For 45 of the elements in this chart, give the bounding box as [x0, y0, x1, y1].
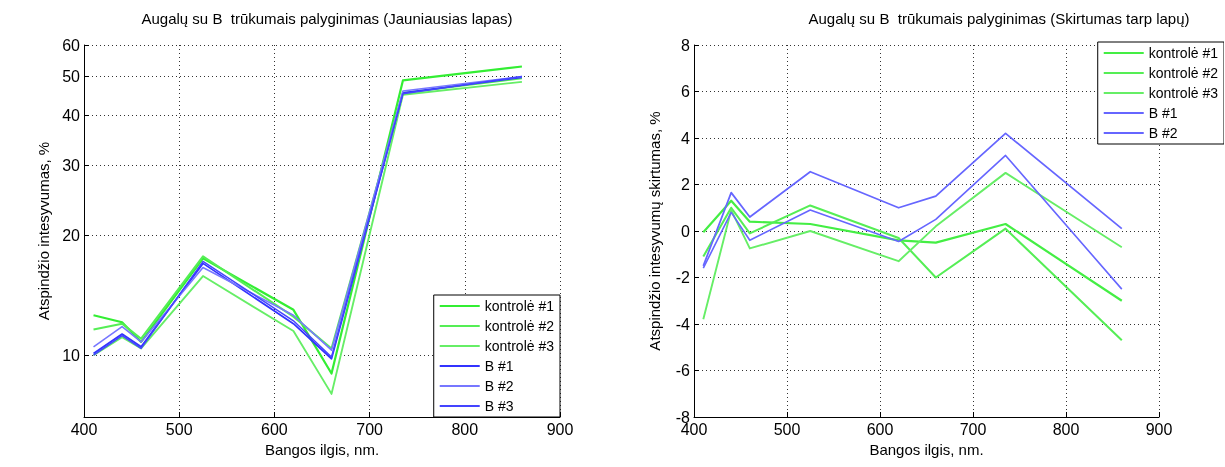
x-axis-title: Bangos ilgis, nm.: [264, 440, 380, 458]
x-tick-label: 900: [546, 420, 574, 438]
x-tick-label: 800: [1052, 420, 1080, 438]
y-tick-label: -4: [675, 315, 691, 333]
legend-label: B #1: [484, 358, 514, 374]
line-series: [702, 204, 1123, 342]
legend-label: kontrolė #1: [484, 298, 555, 314]
y-axis-title: Atspindžio intesyvumų skirtumas, %: [646, 111, 663, 351]
y-tick-label: 50: [62, 68, 81, 86]
legend-label: kontrolė #1: [1148, 45, 1219, 61]
y-tick-label: 20: [62, 226, 81, 244]
legend-label: kontrolė #3: [484, 338, 555, 354]
y-tick-label: 40: [62, 106, 81, 124]
legend-label: B #1: [1148, 105, 1178, 121]
legend-label: kontrolė #3: [1148, 85, 1219, 101]
y-tick-label: 6: [681, 83, 691, 100]
y-tick-label: 10: [62, 346, 81, 364]
y-tick-label: 30: [62, 156, 81, 174]
legend-label: B #2: [484, 378, 514, 394]
y-tick-label: 2: [681, 176, 691, 193]
y-tick-label: 4: [681, 129, 691, 147]
x-tick-label: 700: [959, 420, 987, 438]
legend-label: B #2: [1148, 125, 1178, 141]
legend-label: B #3: [484, 398, 514, 414]
y-tick-label: 0: [681, 222, 691, 240]
y-tick-label: -2: [675, 269, 691, 286]
x-tick-label: 400: [70, 420, 98, 438]
legend-label: kontrolė #2: [484, 318, 555, 334]
x-tick-label: 500: [165, 420, 193, 438]
y-tick-label: 60: [62, 36, 81, 54]
x-tick-label: 500: [773, 420, 801, 438]
line-series: [702, 199, 1123, 302]
x-tick-label: 600: [866, 420, 894, 438]
chart-title: Augalų su B trūkumais palyginimas (Jauniausias lapas): [141, 10, 513, 27]
x-tick-label: 700: [356, 420, 384, 438]
legend-label: kontrolė #2: [1148, 65, 1219, 81]
chart-title: Augalų su B trūkumais palyginimas (Skirtumas tarp lapų): [808, 10, 1190, 27]
x-tick-label: 800: [451, 420, 479, 438]
x-axis-title: Bangos ilgis, nm.: [869, 440, 984, 458]
x-tick-label: 900: [1145, 420, 1173, 438]
y-tick-label: -6: [675, 362, 691, 379]
x-tick-label: 600: [261, 420, 288, 438]
y-axis-title: Atspindžio intesyvumas, %: [35, 141, 53, 321]
line-series: [702, 171, 1123, 321]
y-tick-label: 8: [681, 36, 691, 54]
